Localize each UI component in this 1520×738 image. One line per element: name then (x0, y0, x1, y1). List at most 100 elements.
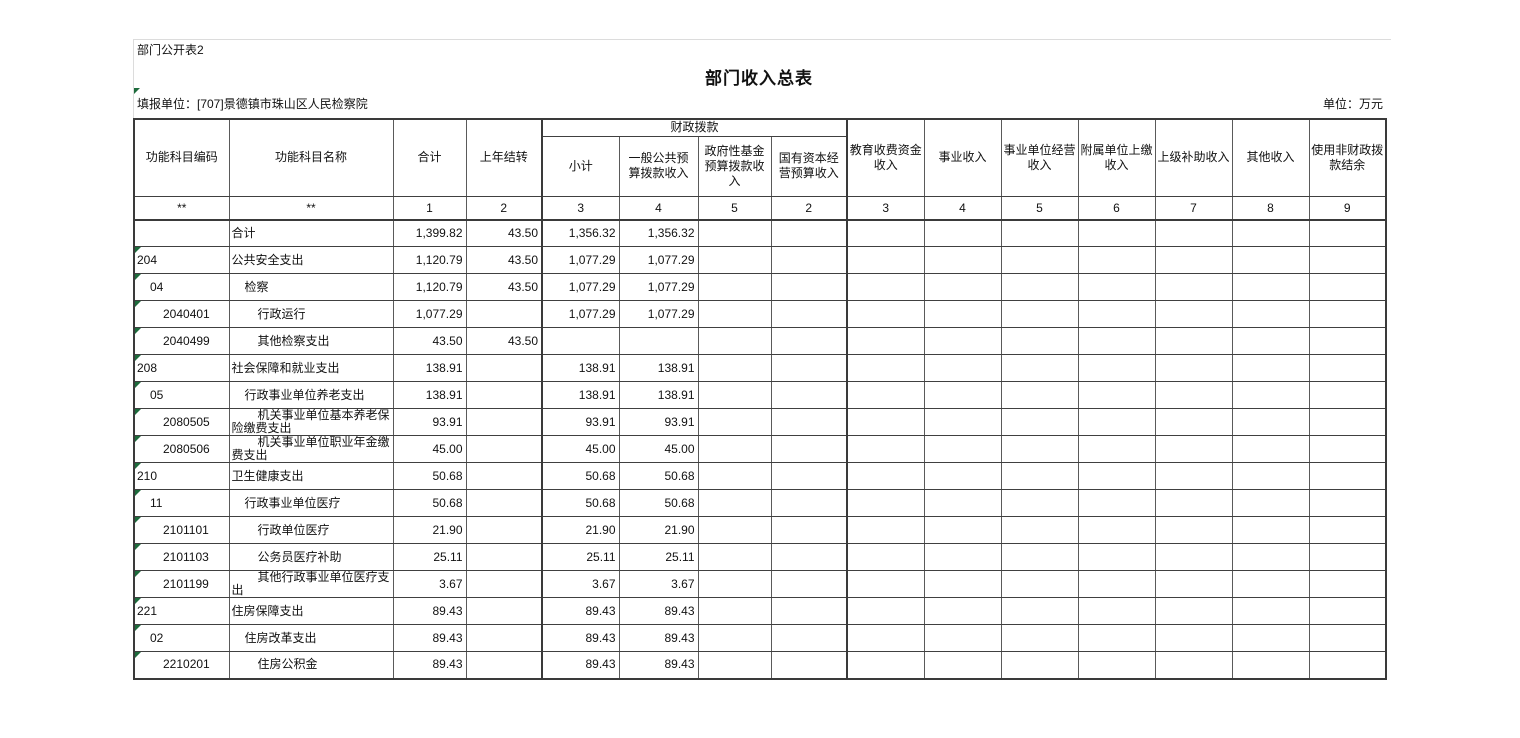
cell-value-empty[interactable] (1308, 381, 1387, 409)
cell-value-empty[interactable] (1000, 381, 1079, 409)
col-header-superior-subsidy-income[interactable]: 上级补助收入 (1154, 118, 1233, 197)
cell-value-empty[interactable] (1154, 651, 1233, 679)
cell-value-empty[interactable] (1154, 435, 1233, 463)
unit-label[interactable]: 单位：万元 (1322, 97, 1383, 111)
cell-value[interactable] (541, 327, 620, 355)
cell-value-empty[interactable] (1154, 300, 1233, 328)
cell-value-empty[interactable] (1154, 381, 1233, 409)
cell-value-empty[interactable] (1154, 597, 1233, 625)
cell-function-code[interactable]: 2080505 (133, 408, 230, 436)
cell-value[interactable]: 138.91 (618, 354, 699, 382)
cell-value-empty[interactable] (1231, 219, 1310, 247)
cell-function-name[interactable]: 行政单位医疗 (228, 516, 394, 544)
cell-value-empty[interactable] (1231, 516, 1310, 544)
cell-function-name[interactable]: 卫生健康支出 (228, 462, 394, 490)
cell-value-empty[interactable] (697, 327, 772, 355)
cell-value-empty[interactable] (923, 381, 1002, 409)
cell-function-code[interactable]: 2040401 (133, 300, 230, 328)
cell-value-empty[interactable] (923, 597, 1002, 625)
col-header-function-code[interactable]: 功能科目编码 (133, 118, 230, 197)
cell-value[interactable]: 1,120.79 (392, 273, 467, 301)
col-header-operational-income[interactable]: 事业收入 (923, 118, 1002, 197)
cell-function-code[interactable]: 04 (133, 273, 230, 301)
cell-value[interactable]: 43.50 (392, 327, 467, 355)
cell-value-empty[interactable] (1000, 624, 1079, 652)
cell-value[interactable]: 45.00 (541, 435, 620, 463)
cell-value[interactable] (465, 435, 543, 463)
cell-value[interactable]: 1,077.29 (541, 246, 620, 274)
cell-value-empty[interactable] (1077, 624, 1156, 652)
cell-value-empty[interactable] (1077, 408, 1156, 436)
cell-value-empty[interactable] (1077, 273, 1156, 301)
cell-value-empty[interactable] (697, 435, 772, 463)
index-cell[interactable]: 4 (923, 195, 1002, 221)
index-cell[interactable]: 1 (392, 195, 467, 221)
cell-value-empty[interactable] (1000, 489, 1079, 517)
cell-value-empty[interactable] (697, 651, 772, 679)
cell-value-empty[interactable] (1231, 489, 1310, 517)
col-header-carryover[interactable]: 上年结转 (465, 118, 543, 197)
cell-value-empty[interactable] (770, 462, 848, 490)
index-cell[interactable]: 2 (465, 195, 543, 221)
cell-value[interactable]: 43.50 (465, 219, 543, 247)
cell-function-name[interactable]: 机关事业单位职业年金缴费支出 (228, 435, 394, 463)
cell-value-empty[interactable] (1231, 435, 1310, 463)
col-header-subtotal[interactable]: 小计 (541, 135, 620, 197)
cell-value-empty[interactable] (846, 408, 925, 436)
cell-value-empty[interactable] (923, 570, 1002, 598)
cell-value[interactable]: 21.90 (618, 516, 699, 544)
cell-value-empty[interactable] (923, 300, 1002, 328)
cell-function-code[interactable]: 2080506 (133, 435, 230, 463)
cell-value[interactable]: 1,356.32 (618, 219, 699, 247)
cell-value-empty[interactable] (1154, 462, 1233, 490)
cell-function-code[interactable]: 208 (133, 354, 230, 382)
cell-value-empty[interactable] (846, 246, 925, 274)
cell-value-empty[interactable] (1077, 651, 1156, 679)
cell-value[interactable]: 25.11 (392, 543, 467, 571)
cell-value-empty[interactable] (770, 381, 848, 409)
cell-value-empty[interactable] (846, 543, 925, 571)
cell-value[interactable]: 1,120.79 (392, 246, 467, 274)
cell-value-empty[interactable] (1077, 219, 1156, 247)
cell-value-empty[interactable] (846, 327, 925, 355)
cell-value-empty[interactable] (697, 516, 772, 544)
cell-value[interactable]: 50.68 (392, 489, 467, 517)
cell-value-empty[interactable] (1000, 327, 1079, 355)
cell-value[interactable]: 138.91 (541, 381, 620, 409)
cell-value-empty[interactable] (1077, 570, 1156, 598)
cell-value-empty[interactable] (697, 597, 772, 625)
cell-value[interactable]: 93.91 (541, 408, 620, 436)
cell-value[interactable]: 50.68 (618, 462, 699, 490)
cell-function-name[interactable]: 其他行政事业单位医疗支出 (228, 570, 394, 598)
index-cell[interactable]: ** (133, 195, 230, 221)
cell-value[interactable]: 89.43 (392, 624, 467, 652)
cell-value-empty[interactable] (923, 246, 1002, 274)
cell-value[interactable]: 1,077.29 (618, 246, 699, 274)
cell-function-code[interactable]: 204 (133, 246, 230, 274)
cell-value[interactable]: 138.91 (618, 381, 699, 409)
cell-value-empty[interactable] (923, 624, 1002, 652)
cell-value-empty[interactable] (770, 300, 848, 328)
cell-function-code[interactable]: 2101101 (133, 516, 230, 544)
col-header-business-operating-income[interactable]: 事业单位经营收入 (1000, 118, 1079, 197)
cell-value[interactable]: 1,077.29 (541, 300, 620, 328)
cell-value-empty[interactable] (846, 624, 925, 652)
cell-value[interactable]: 3.67 (392, 570, 467, 598)
cell-value-empty[interactable] (846, 516, 925, 544)
cell-value[interactable]: 25.11 (541, 543, 620, 571)
cell-value[interactable] (465, 624, 543, 652)
cell-value[interactable]: 43.50 (465, 246, 543, 274)
cell-value-empty[interactable] (1154, 570, 1233, 598)
cell-function-code[interactable] (133, 219, 230, 247)
cell-value-empty[interactable] (770, 624, 848, 652)
cell-value-empty[interactable] (1000, 219, 1079, 247)
cell-function-name[interactable]: 行政事业单位养老支出 (228, 381, 394, 409)
index-cell[interactable]: 4 (618, 195, 699, 221)
cell-value-empty[interactable] (1000, 408, 1079, 436)
cell-function-code[interactable]: 2210201 (133, 651, 230, 679)
cell-value-empty[interactable] (1154, 516, 1233, 544)
cell-value-empty[interactable] (1077, 516, 1156, 544)
cell-value[interactable]: 89.43 (618, 624, 699, 652)
cell-value[interactable]: 21.90 (392, 516, 467, 544)
cell-value-empty[interactable] (846, 651, 925, 679)
